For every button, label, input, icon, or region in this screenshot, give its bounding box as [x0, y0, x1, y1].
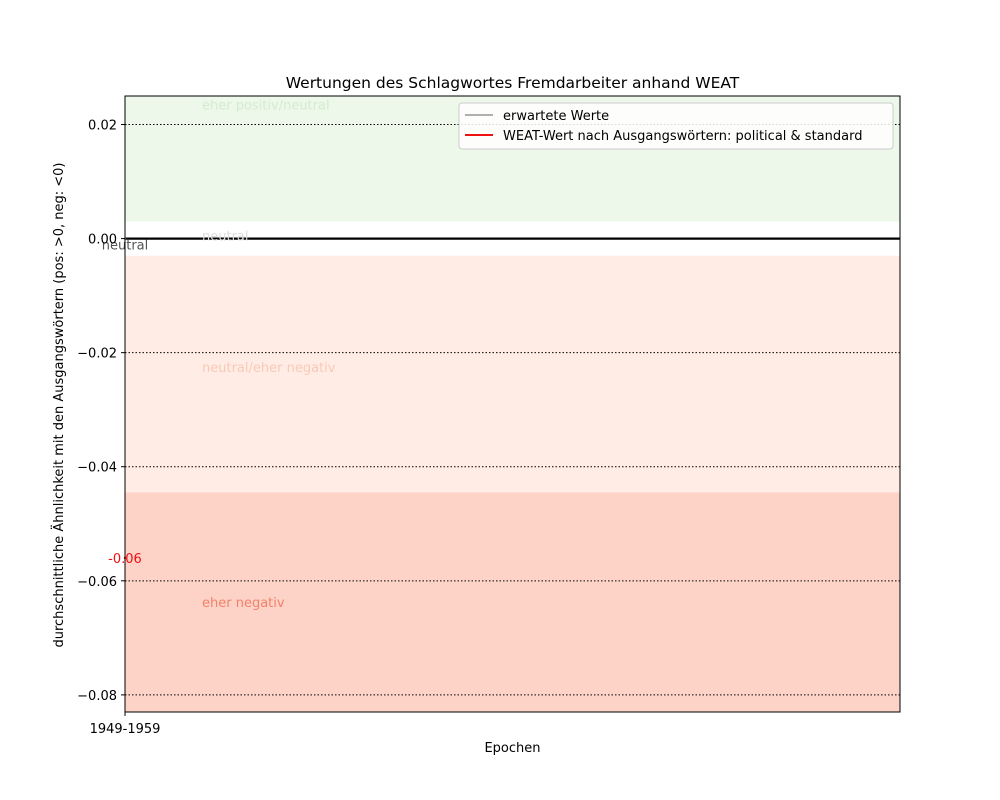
y-tick-label-5: −0.08	[77, 689, 117, 704]
x-axis-label: Epochen	[484, 741, 540, 756]
y-tick-label-4: −0.06	[77, 575, 117, 590]
y-tick-label-0: 0.02	[88, 119, 117, 134]
band-label-layer: eher positiv/neutral neutral neutral/eher …	[202, 99, 336, 611]
y-tick-label-1: 0.00	[88, 233, 117, 248]
band-3	[125, 492, 900, 712]
legend-label-weat: WEAT-Wert nach Ausgangswörtern: politica…	[503, 129, 862, 144]
legend-label-expected: erwartete Werte	[503, 109, 609, 124]
y-tick-label-2: −0.02	[77, 347, 117, 362]
y-axis: 0.02 0.00 −0.02 −0.04 −0.06 −0.08	[77, 119, 125, 704]
legend-box	[458, 102, 894, 150]
band-label-2: neutral/eher negativ	[202, 361, 336, 376]
x-tick-label-0: 1949-1959	[90, 722, 161, 737]
y-tick-label-3: −0.04	[77, 461, 117, 476]
chart-title: Wertungen des Schlagwortes Fremdarbeiter…	[286, 74, 740, 92]
band-label-0: eher positiv/neutral	[202, 99, 330, 114]
x-axis: 1949-1959	[90, 712, 161, 737]
band-label-1: neutral	[202, 230, 249, 245]
plot-frame	[124, 95, 901, 713]
band-2	[125, 255, 900, 493]
band-layer	[125, 96, 900, 712]
legend: erwartete Werte WEAT-Wert nach Ausgangsw…	[458, 102, 894, 150]
y-axis-label: durchschnittliche Ähnlichkeit mit den Au…	[51, 162, 67, 647]
band-label-3: eher negativ	[202, 596, 285, 611]
